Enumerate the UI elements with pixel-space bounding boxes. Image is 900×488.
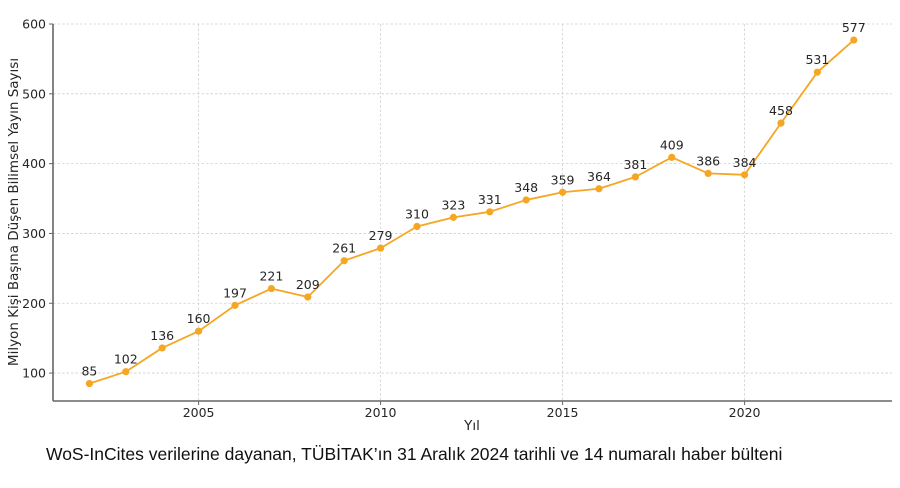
data-point <box>85 379 93 388</box>
data-point <box>486 208 494 216</box>
data-label: 364 <box>587 169 611 184</box>
y-tick-label: 300 <box>22 226 46 241</box>
data-label: 310 <box>405 206 429 221</box>
data-point <box>449 213 457 221</box>
data-point <box>668 153 676 161</box>
tick-labels: 100 200 300 400 500 600 2005 2010 2015 2020 <box>22 17 760 421</box>
x-tick-label: 2005 <box>183 405 215 420</box>
data-label: 386 <box>696 153 720 168</box>
data-point <box>376 244 385 252</box>
data-point <box>231 301 239 309</box>
source-caption: WoS-InCites verilerine dayanan, TÜBİTAK’… <box>46 444 783 464</box>
data-point <box>158 344 166 352</box>
data-label: 348 <box>514 180 538 195</box>
data-label: 384 <box>733 155 757 170</box>
data-point <box>704 169 712 178</box>
x-tick-label: 2020 <box>729 405 761 420</box>
data-label: 197 <box>223 285 247 300</box>
data-point <box>194 327 203 335</box>
data-label: 209 <box>296 277 320 292</box>
y-tick-label: 500 <box>22 86 46 101</box>
y-axis-title: Milyon Kişi Başına Düşen Bilimsel Yayın … <box>6 58 22 366</box>
data-point <box>813 68 821 76</box>
line-chart: 100 200 300 400 500 600 2005 2010 2015 2020 85 102… <box>6 17 892 434</box>
data-label: 381 <box>623 157 647 172</box>
data-point <box>304 293 312 301</box>
series-line <box>89 39 855 385</box>
data-label: 221 <box>259 269 283 284</box>
y-tick-label: 600 <box>22 17 46 32</box>
data-label: 331 <box>478 192 502 207</box>
data-point <box>413 222 421 231</box>
data-point <box>631 173 639 181</box>
data-label: 458 <box>769 103 793 118</box>
data-point <box>850 36 858 44</box>
x-tick-label: 2010 <box>365 405 397 420</box>
y-tick-label: 200 <box>22 296 46 311</box>
data-labels: 85 102 136 160 197 221 209 261 279 310 323 331 348 35… <box>81 20 865 378</box>
data-label: 136 <box>150 328 174 343</box>
data-point <box>558 188 567 196</box>
grid <box>53 23 892 401</box>
data-point <box>595 185 603 193</box>
data-label: 261 <box>332 241 356 256</box>
data-point <box>267 284 275 293</box>
y-tick-label: 100 <box>22 366 46 381</box>
data-label: 323 <box>441 197 465 212</box>
data-point <box>740 171 749 179</box>
x-axis-title: Yıl <box>463 418 480 434</box>
data-label: 577 <box>842 20 866 35</box>
data-point <box>522 196 530 204</box>
y-tick-label: 400 <box>22 156 46 171</box>
data-point <box>777 119 785 127</box>
data-label: 409 <box>660 137 684 152</box>
data-point <box>340 257 348 265</box>
series <box>85 36 858 388</box>
x-tick-label: 2015 <box>547 405 579 420</box>
data-label: 531 <box>805 52 829 67</box>
data-label: 279 <box>369 228 393 243</box>
data-label: 359 <box>551 172 575 187</box>
data-label: 102 <box>114 352 138 367</box>
data-label: 160 <box>187 311 211 326</box>
axes <box>52 24 892 402</box>
data-label: 85 <box>81 364 97 379</box>
data-point <box>122 368 130 376</box>
